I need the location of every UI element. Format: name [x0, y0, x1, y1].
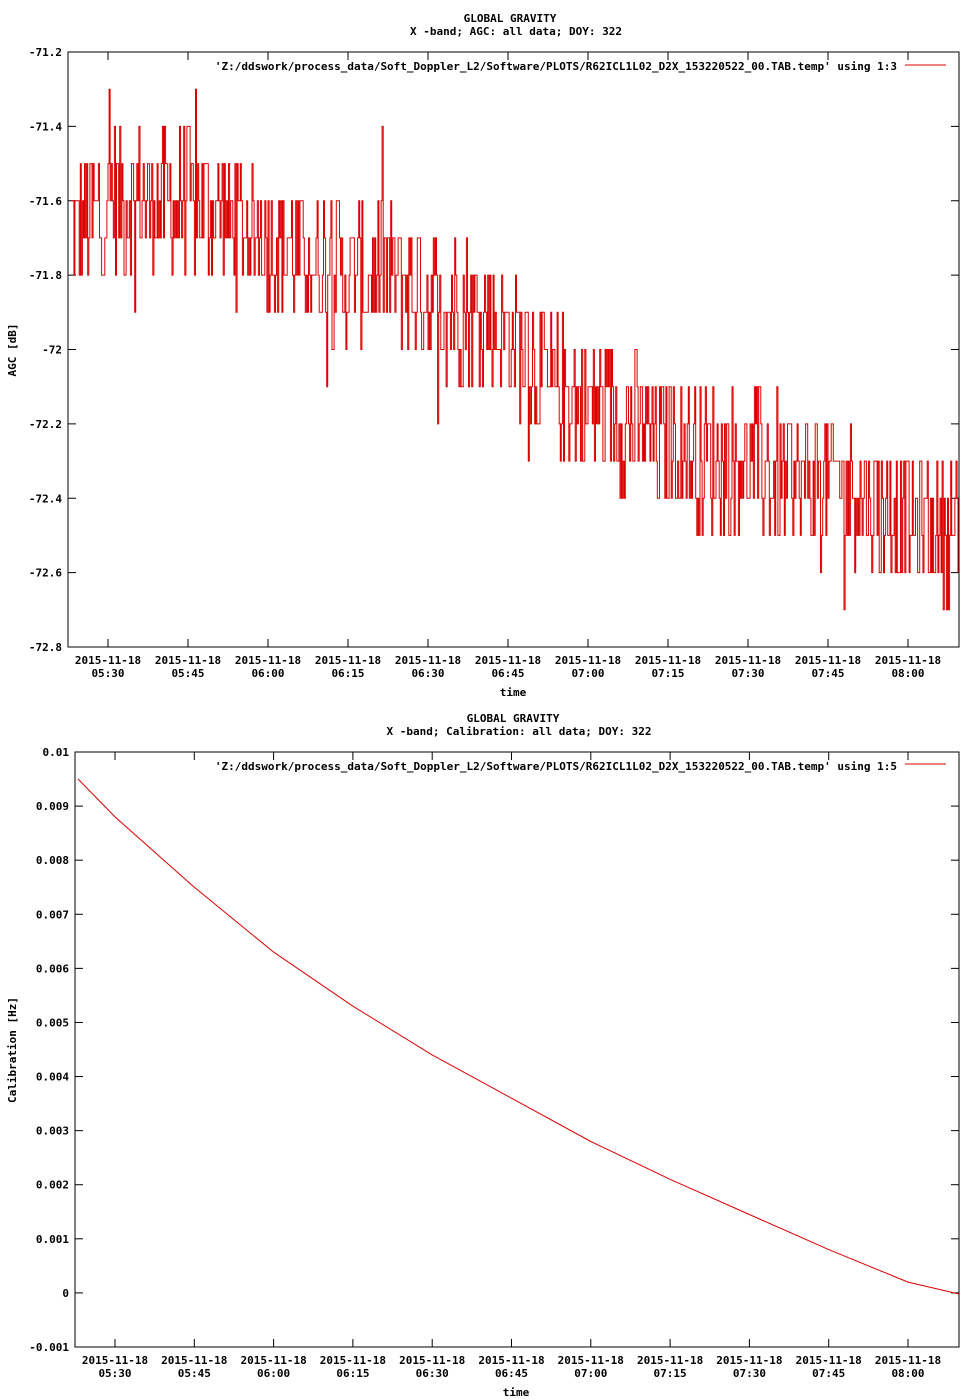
calibration-y-axis-label: Calibration [Hz] [6, 997, 19, 1103]
cal-y-tick-label: 0.01 [43, 746, 70, 759]
agc-x-tick-date: 2015-11-18 [155, 654, 221, 667]
cal-x-tick-date: 2015-11-18 [399, 1354, 465, 1367]
agc-legend: 'Z:/ddswork/process_data/Soft_Doppler_L2… [215, 60, 946, 73]
cal-x-tick-date: 2015-11-18 [796, 1354, 862, 1367]
calibration-chart-subtitle: X -band; Calibration: all data; DOY: 322 [387, 725, 652, 738]
agc-y-tick-label: -71.2 [29, 46, 62, 59]
agc-x-tick-time: 06:30 [411, 667, 444, 680]
agc-x-tick-time: 07:00 [571, 667, 604, 680]
cal-y-tick-label: 0 [62, 1287, 69, 1300]
cal-x-tick-date: 2015-11-18 [320, 1354, 386, 1367]
agc-x-axis-label: time [500, 686, 527, 699]
cal-x-tick-date: 2015-11-18 [716, 1354, 782, 1367]
agc-y-tick-label: -72.6 [29, 567, 62, 580]
agc-x-tick-time: 07:45 [811, 667, 844, 680]
agc-x-tick-date: 2015-11-18 [315, 654, 381, 667]
agc-y-tick-label: -71.8 [29, 269, 62, 282]
calibration-legend-label: 'Z:/ddswork/process_data/Soft_Doppler_L2… [215, 760, 897, 773]
calibration-x-axis-label: time [503, 1386, 530, 1399]
calibration-legend: 'Z:/ddswork/process_data/Soft_Doppler_L2… [215, 760, 946, 773]
agc-y-tick-label: -72 [42, 344, 62, 357]
agc-x-tick-date: 2015-11-18 [555, 654, 621, 667]
cal-x-tick-date: 2015-11-18 [240, 1354, 306, 1367]
cal-x-tick-time: 06:00 [257, 1367, 290, 1380]
cal-x-tick-time: 08:00 [891, 1367, 924, 1380]
agc-y-tick-label: -72.8 [29, 641, 62, 654]
agc-x-tick-date: 2015-11-18 [715, 654, 781, 667]
agc-x-tick-time: 05:45 [171, 667, 204, 680]
agc-x-tick-date: 2015-11-18 [875, 654, 941, 667]
agc-x-axis: 2015-11-1805:302015-11-1805:452015-11-18… [75, 52, 941, 680]
agc-y-axis-label: AGC [dB] [6, 324, 19, 377]
cal-x-tick-time: 07:00 [574, 1367, 607, 1380]
agc-y-tick-label: -71.6 [29, 195, 62, 208]
calibration-x-axis: 2015-11-1805:302015-11-1805:452015-11-18… [82, 752, 941, 1380]
agc-x-tick-date: 2015-11-18 [635, 654, 701, 667]
agc-y-axis: -71.2 -71.4 -71.6 -71.8 -72 -72.2 -72.4 -72.6 -7… [29, 46, 959, 654]
cal-x-tick-date: 2015-11-18 [478, 1354, 544, 1367]
cal-x-tick-date: 2015-11-18 [161, 1354, 227, 1367]
cal-y-tick-label: 0.004 [36, 1071, 69, 1084]
agc-chart-subtitle: X -band; AGC: all data; DOY: 322 [410, 25, 622, 38]
cal-y-tick-label: 0.008 [36, 854, 69, 867]
agc-chart: GLOBAL GRAVITY X -band; AGC: all data; D… [6, 12, 960, 699]
calibration-y-axis: 0.01 0.009 0.008 0.007 0.006 0.005 0.004 0.003 0… [29, 746, 959, 1354]
agc-y-tick-label: -71.4 [29, 120, 62, 133]
cal-x-tick-date: 2015-11-18 [82, 1354, 148, 1367]
cal-x-tick-time: 05:45 [178, 1367, 211, 1380]
cal-x-tick-time: 05:30 [98, 1367, 131, 1380]
cal-y-tick-label: 0.007 [36, 908, 69, 921]
cal-x-tick-date: 2015-11-18 [875, 1354, 941, 1367]
agc-x-tick-time: 08:00 [891, 667, 924, 680]
agc-x-tick-time: 06:45 [491, 667, 524, 680]
calibration-plot-frame [74, 751, 960, 1348]
cal-y-tick-label: 0.001 [36, 1233, 69, 1246]
cal-x-tick-time: 06:15 [336, 1367, 369, 1380]
cal-x-tick-date: 2015-11-18 [558, 1354, 624, 1367]
cal-y-tick-label: 0.009 [36, 800, 69, 813]
cal-y-tick-label: -0.001 [29, 1341, 69, 1354]
cal-x-tick-time: 06:30 [416, 1367, 449, 1380]
calibration-chart-title: GLOBAL GRAVITY [467, 712, 560, 725]
calibration-series-line [77, 778, 960, 1295]
cal-y-tick-label: 0.005 [36, 1016, 69, 1029]
agc-x-tick-time: 07:15 [651, 667, 684, 680]
agc-series-line [70, 88, 959, 611]
agc-x-tick-date: 2015-11-18 [395, 654, 461, 667]
cal-y-tick-label: 0.002 [36, 1179, 69, 1192]
cal-x-tick-time: 07:30 [733, 1367, 766, 1380]
agc-x-tick-date: 2015-11-18 [475, 654, 541, 667]
cal-x-tick-time: 07:15 [654, 1367, 687, 1380]
agc-x-tick-date: 2015-11-18 [75, 654, 141, 667]
agc-x-tick-time: 06:15 [331, 667, 364, 680]
agc-x-tick-date: 2015-11-18 [235, 654, 301, 667]
cal-y-tick-label: 0.006 [36, 962, 69, 975]
agc-x-tick-time: 05:30 [91, 667, 124, 680]
agc-chart-title: GLOBAL GRAVITY [464, 12, 557, 25]
agc-y-tick-label: -72.4 [29, 492, 62, 505]
cal-x-tick-date: 2015-11-18 [637, 1354, 703, 1367]
agc-x-tick-time: 06:00 [251, 667, 284, 680]
agc-x-tick-time: 07:30 [731, 667, 764, 680]
cal-y-tick-label: 0.003 [36, 1125, 69, 1138]
cal-x-tick-time: 07:45 [812, 1367, 845, 1380]
cal-x-tick-time: 06:45 [495, 1367, 528, 1380]
agc-y-tick-label: -72.2 [29, 418, 62, 431]
agc-legend-label: 'Z:/ddswork/process_data/Soft_Doppler_L2… [215, 60, 897, 73]
calibration-chart: GLOBAL GRAVITY X -band; Calibration: all… [6, 712, 960, 1399]
agc-x-tick-date: 2015-11-18 [795, 654, 861, 667]
